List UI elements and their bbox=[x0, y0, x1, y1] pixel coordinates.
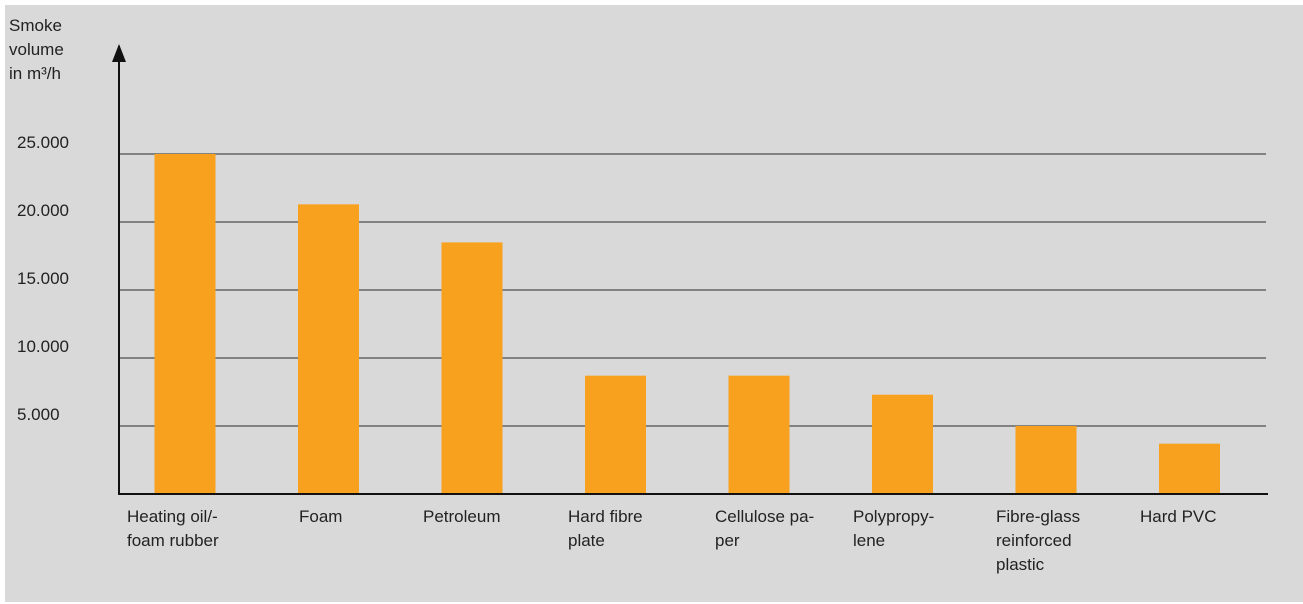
y-tick-label: 15.000 bbox=[17, 269, 69, 288]
bar bbox=[872, 394, 933, 494]
bar bbox=[441, 242, 503, 494]
bar bbox=[585, 375, 646, 494]
bar bbox=[1159, 443, 1220, 494]
y-tick-label: 10.000 bbox=[17, 337, 69, 356]
x-tick-label: Polypropy-lene bbox=[853, 507, 934, 550]
y-tick-label: 5.000 bbox=[17, 405, 60, 424]
x-tick-label: Hard PVC bbox=[1140, 507, 1217, 526]
bar bbox=[1015, 426, 1077, 494]
x-tick-label: Heating oil/-foam rubber bbox=[127, 507, 219, 550]
bar bbox=[154, 154, 216, 494]
x-tick-label: Fibre-glass reinforced plastic bbox=[996, 507, 1080, 574]
x-tick-label: Foam bbox=[299, 507, 342, 526]
x-tick-label: Cellulose pa-per bbox=[715, 507, 814, 550]
y-axis-label: Smoke volume in m³/h bbox=[9, 16, 64, 83]
x-tick-label: Petroleum bbox=[423, 507, 500, 526]
bar bbox=[728, 375, 790, 494]
chart-panel bbox=[5, 5, 1303, 602]
y-tick-label: 20.000 bbox=[17, 201, 69, 220]
bar bbox=[298, 204, 359, 494]
x-tick-label: Hard fibre plate bbox=[568, 507, 643, 550]
y-tick-label: 25.000 bbox=[17, 133, 69, 152]
